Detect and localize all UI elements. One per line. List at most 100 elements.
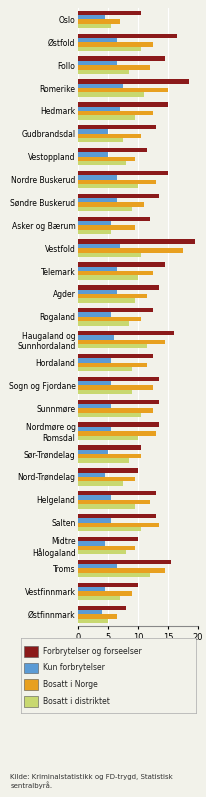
Bar — [78, 253, 141, 257]
Bar — [78, 202, 144, 206]
Bar — [78, 587, 105, 591]
Bar — [78, 38, 117, 42]
Bar — [78, 230, 111, 234]
Bar — [78, 454, 141, 458]
Bar — [78, 568, 165, 573]
Bar — [78, 138, 123, 143]
X-axis label: Per politistilling i distriktet: Per politistilling i distriktet — [83, 645, 193, 654]
Bar — [78, 244, 120, 248]
Bar — [78, 431, 156, 435]
Bar — [78, 610, 102, 614]
Bar — [78, 184, 138, 188]
Bar — [78, 239, 195, 244]
Bar — [78, 331, 174, 336]
Bar — [78, 354, 153, 358]
Bar — [78, 321, 129, 325]
Bar — [78, 469, 138, 473]
Bar — [78, 422, 159, 427]
Bar — [78, 518, 111, 523]
Bar — [78, 19, 120, 24]
Text: Kun forbrytelser: Kun forbrytelser — [43, 663, 105, 673]
Bar — [78, 298, 135, 303]
Bar — [78, 606, 126, 610]
Bar — [78, 276, 138, 280]
Bar — [78, 107, 120, 111]
Bar — [78, 134, 141, 138]
Text: Forbrytelser og forseelser: Forbrytelser og forseelser — [43, 646, 142, 656]
Bar — [24, 646, 38, 657]
Text: Bosatt i distriktet: Bosatt i distriktet — [43, 697, 110, 705]
Bar — [78, 523, 159, 527]
Bar — [78, 541, 105, 546]
Bar — [78, 10, 141, 15]
Bar — [78, 92, 144, 96]
Bar — [78, 102, 168, 107]
Bar — [78, 390, 132, 395]
Bar — [78, 595, 120, 600]
Bar — [78, 308, 153, 312]
Bar — [78, 148, 147, 152]
Bar — [78, 194, 159, 198]
Bar — [78, 69, 129, 74]
Bar — [78, 65, 150, 69]
Bar — [78, 564, 117, 568]
Bar — [78, 505, 135, 508]
Bar — [78, 294, 147, 298]
Bar — [78, 88, 168, 92]
Bar — [78, 336, 114, 340]
Text: Kilde: Kriminalstatistikk og FD-trygd, Statistisk
sentralbyrå.: Kilde: Kriminalstatistikk og FD-trygd, S… — [10, 774, 173, 789]
Bar — [78, 559, 171, 564]
Bar — [78, 84, 123, 88]
Bar — [78, 413, 141, 417]
Bar — [78, 477, 135, 481]
Bar — [78, 381, 111, 386]
Bar — [78, 514, 156, 518]
Bar — [78, 175, 117, 179]
Bar — [78, 24, 111, 28]
Bar — [78, 458, 129, 463]
Bar — [78, 285, 159, 289]
Bar — [78, 198, 117, 202]
Bar — [78, 47, 141, 51]
Bar — [24, 696, 38, 706]
Bar — [78, 491, 156, 496]
Bar — [78, 450, 108, 454]
Bar — [78, 344, 147, 348]
Bar — [78, 157, 135, 161]
Bar — [78, 404, 111, 408]
Bar — [78, 496, 111, 500]
Bar — [78, 537, 138, 541]
Bar — [78, 399, 159, 404]
Bar — [78, 386, 153, 390]
Bar — [78, 271, 153, 276]
Bar — [78, 527, 141, 532]
Bar — [78, 446, 141, 450]
Bar — [78, 206, 132, 211]
Bar — [24, 679, 38, 690]
Bar — [78, 267, 117, 271]
Bar — [78, 248, 183, 253]
Bar — [78, 116, 135, 120]
Bar — [78, 573, 150, 577]
Bar — [78, 111, 153, 116]
Bar — [78, 481, 123, 485]
Bar — [78, 618, 108, 623]
Bar — [24, 662, 38, 673]
Bar — [78, 61, 117, 65]
Bar — [78, 358, 111, 363]
Bar — [78, 57, 165, 61]
Bar — [78, 312, 111, 317]
Bar — [78, 340, 165, 344]
Bar — [78, 129, 108, 134]
Bar — [78, 367, 132, 371]
Bar — [78, 33, 177, 38]
Bar — [78, 152, 108, 157]
Bar — [78, 171, 168, 175]
Bar — [78, 408, 153, 413]
Bar — [78, 614, 117, 618]
Bar — [78, 226, 135, 230]
Bar — [78, 221, 111, 226]
Bar — [78, 15, 105, 19]
Bar — [78, 161, 126, 165]
Bar — [78, 179, 156, 184]
